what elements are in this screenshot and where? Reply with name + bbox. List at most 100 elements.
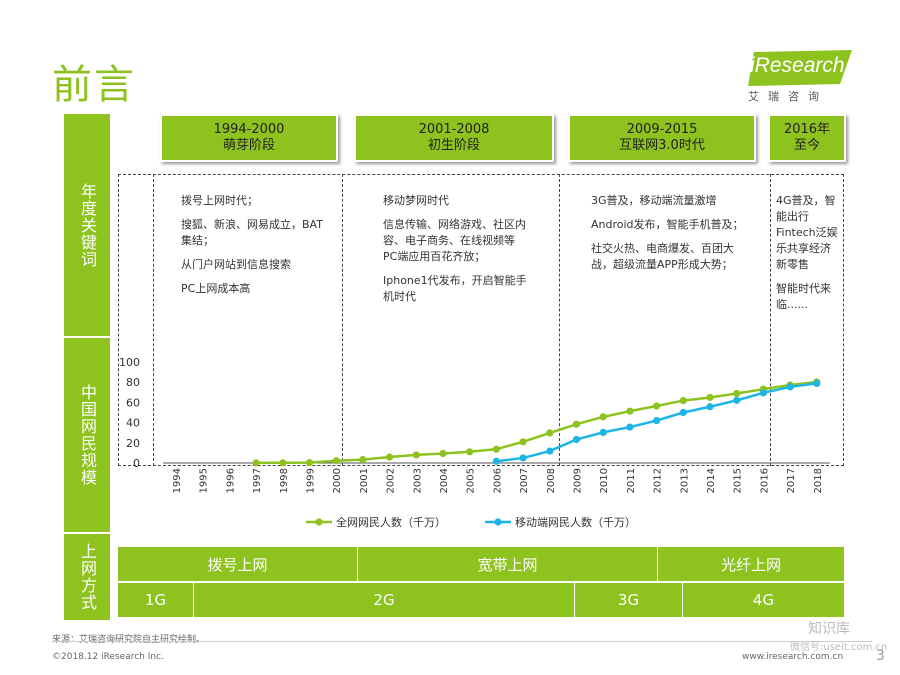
data-point: [786, 383, 794, 391]
data-point: [412, 451, 420, 459]
data-point: [492, 457, 500, 465]
legend-swatch-marker: [494, 518, 502, 526]
data-point: [679, 396, 687, 405]
website-url: www.iresearch.com.cn: [742, 652, 844, 662]
access-row-mobile: 1G 2G 3G 4G: [118, 583, 844, 617]
footer-divider: [52, 641, 872, 642]
data-point: [305, 458, 314, 467]
y-tick-label: 80: [126, 376, 140, 389]
x-tick-label: 2007: [519, 468, 530, 493]
x-tick-label: 1995: [199, 468, 210, 493]
data-point: [813, 379, 821, 388]
x-tick-label: 2009: [573, 468, 584, 493]
access-row-network: 拨号上网 宽带上网 光纤上网: [118, 547, 844, 581]
x-tick-label: 2005: [466, 468, 477, 493]
phase-box-3: 2009-2015 互联网3.0时代: [568, 114, 756, 162]
phase-name: 至今: [793, 138, 820, 153]
x-tick-label: 2010: [599, 468, 610, 493]
data-point: [546, 429, 554, 437]
legend-label: 全网网民人数（千万）: [336, 515, 446, 529]
data-point: [492, 445, 500, 453]
access-cell: 拨号上网: [118, 547, 358, 581]
x-tick-label: 2008: [546, 468, 557, 493]
internet-users-chart: 0 20 40 60 80 100 1994 1995 1996 1997 1998 1999 200…: [119, 356, 830, 529]
keyword-item: 3G普及，移动端流量激增: [591, 194, 717, 207]
x-tick-label: 2018: [813, 468, 824, 493]
sidebar-keywords-label: 年度关键词: [64, 114, 110, 336]
x-tick-label: 2014: [706, 468, 717, 493]
keyword-item: 移动梦网时代: [383, 194, 449, 207]
data-point: [519, 438, 527, 446]
keyword-item: Android发布，智能手机普及；: [591, 218, 744, 231]
data-point: [332, 457, 340, 465]
keyword-item: 智能时代来临......: [776, 282, 831, 311]
phase-name: 初生阶段: [427, 138, 480, 153]
logo-text: iResearch: [750, 54, 845, 77]
data-point: [653, 402, 661, 410]
data-point: [599, 413, 607, 421]
x-tick-label: 1998: [279, 468, 290, 493]
x-tick-label: 2001: [359, 468, 370, 493]
data-point: [679, 408, 687, 417]
data-point: [386, 453, 394, 461]
phase-box-4: 2016年 至今: [768, 114, 846, 162]
phase-name: 萌芽阶段: [222, 138, 275, 153]
y-tick-label: 40: [126, 417, 140, 430]
keyword-item: 搜狐、新浪、网易成立，BAT集结；: [181, 218, 323, 247]
data-point: [759, 389, 768, 397]
x-tick-label: 2013: [679, 468, 690, 493]
keyword-item: 社交火热、电商爆发、百团大战，超级流量APP形成大势；: [591, 242, 734, 271]
access-cell: 2G: [194, 583, 575, 617]
legend-label: 移动端网民人数（千万）: [515, 516, 636, 529]
data-point: [519, 454, 527, 462]
access-cell: 3G: [575, 583, 683, 617]
data-point: [466, 448, 474, 456]
keyword-item: 4G普及，智能出行Fintech泛娱乐共享经济新零售: [776, 194, 838, 271]
x-tick-label: 1999: [306, 468, 317, 493]
keywords-phase-3: 3G普及，移动端流量激增 Android发布，智能手机普及； 社交火热、电商爆发…: [591, 193, 747, 281]
x-tick-label: 2016: [759, 468, 770, 493]
phase-years: 2001-2008: [418, 122, 490, 137]
data-point: [626, 407, 634, 415]
x-tick-label: 2000: [332, 468, 343, 493]
iresearch-logo: iResearch 艾瑞咨询: [740, 50, 860, 110]
phase-years: 2016年: [783, 122, 831, 137]
legend-swatch-marker: [315, 518, 323, 526]
logo-subtitle: 艾瑞咨询: [748, 90, 828, 103]
data-point: [706, 403, 714, 411]
sidebar-scale-label: 中国网民规模: [64, 338, 110, 532]
access-cell: 光纤上网: [658, 547, 844, 581]
y-tick-label: 20: [126, 437, 140, 450]
x-tick-label: 2004: [439, 468, 450, 493]
data-point: [359, 455, 367, 464]
x-tick-label: 1996: [225, 468, 236, 493]
access-cell: 宽带上网: [358, 547, 658, 581]
access-cell: 4G: [683, 583, 844, 617]
data-point: [439, 449, 447, 458]
y-tick-label: 100: [119, 356, 140, 369]
data-point: [572, 420, 581, 428]
page-title: 前言: [52, 62, 136, 108]
logo-shape-icon: [748, 50, 852, 86]
watermark: 微信号:useit.com.cn: [790, 642, 888, 653]
x-tick-label: 2011: [626, 468, 637, 493]
phase-box-1: 1994-2000 萌芽阶段: [160, 114, 338, 162]
x-tick-label: 1997: [252, 468, 263, 493]
data-point: [252, 459, 260, 467]
phase-divider: [770, 174, 771, 466]
phase-divider: [153, 174, 154, 466]
x-tick-label: 2006: [492, 468, 503, 493]
x-tick-label: 2003: [412, 468, 423, 493]
data-point: [546, 447, 554, 455]
y-tick-label: 60: [126, 396, 140, 409]
x-tick-label: 2002: [386, 468, 397, 493]
data-point: [706, 393, 714, 402]
series-line-0: [256, 380, 817, 465]
phase-box-2: 2001-2008 初生阶段: [354, 114, 554, 162]
data-point: [733, 396, 741, 404]
source-note: 来源：艾瑞咨询研究院自主研究绘制。: [52, 635, 206, 645]
x-tick-label: 2012: [653, 468, 664, 493]
access-cell: 1G: [118, 583, 194, 617]
phase-name: 互联网3.0时代: [619, 138, 705, 153]
data-point: [279, 459, 287, 467]
